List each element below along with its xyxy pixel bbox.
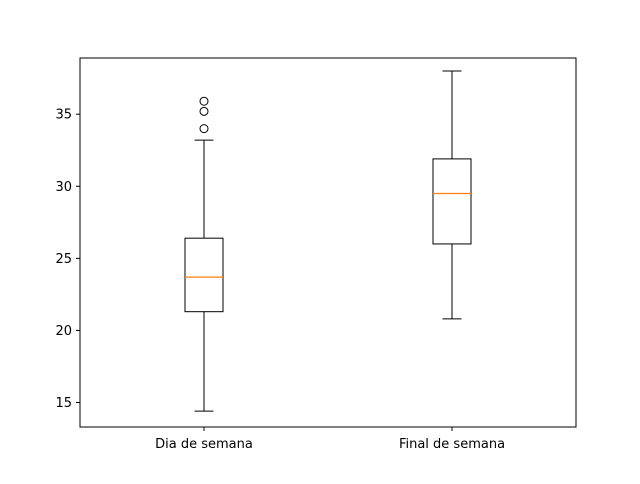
x-tick-label: Dia de semana <box>155 437 253 452</box>
plot-area <box>79 57 577 428</box>
box-series <box>184 70 472 412</box>
y-tick-label: 30 <box>55 180 72 195</box>
y-tick-label: 25 <box>55 252 72 267</box>
x-axis: Dia de semana Final de semana <box>155 427 505 452</box>
box-group <box>432 70 472 320</box>
y-tick-label: 15 <box>55 396 72 411</box>
outlier-point <box>199 96 209 106</box>
box-group <box>184 96 224 412</box>
y-axis: 15 20 25 30 35 <box>55 108 80 411</box>
outlier-point <box>199 106 209 116</box>
x-tick-label: Final de semana <box>399 437 505 452</box>
y-tick-label: 20 <box>55 324 72 339</box>
outlier-point <box>199 124 209 134</box>
iqr-box <box>184 237 224 313</box>
iqr-box <box>432 158 472 245</box>
y-tick-label: 35 <box>55 108 72 123</box>
